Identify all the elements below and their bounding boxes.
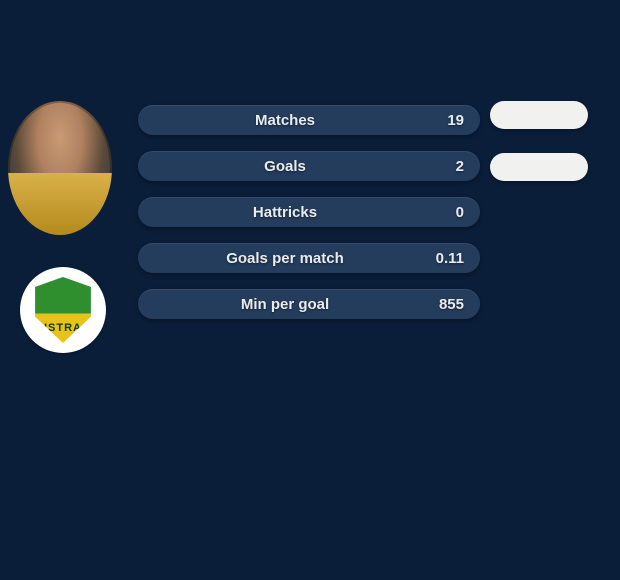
player-left-column: ISTRA [8, 101, 120, 353]
player-avatar [8, 101, 112, 235]
player-right-column [490, 101, 610, 205]
stat-label: Matches [154, 112, 416, 129]
club-badge-text: ISTRA [32, 277, 94, 343]
stat-label: Goals [154, 158, 416, 175]
stat-row: Goals per match0.11 [138, 243, 480, 273]
player-right-placeholder [490, 153, 588, 181]
stat-value: 855 [416, 296, 464, 313]
stat-value: 19 [416, 112, 464, 129]
stat-row: Hattricks0 [138, 197, 480, 227]
stat-label: Hattricks [154, 204, 416, 221]
club-badge: ISTRA [20, 267, 106, 353]
stat-label: Goals per match [154, 250, 416, 267]
stat-value: 0.11 [416, 250, 464, 267]
stat-label: Min per goal [154, 296, 416, 313]
player-right-placeholder [490, 101, 588, 129]
comparison-panel: ISTRA Matches19 Goals2 Hattricks0 Goals per… [0, 107, 620, 367]
stat-row: Min per goal855 [138, 289, 480, 319]
stat-row: Matches19 [138, 105, 480, 135]
stat-value: 2 [416, 158, 464, 175]
stat-row: Goals2 [138, 151, 480, 181]
stat-value: 0 [416, 204, 464, 221]
stat-rows: Matches19 Goals2 Hattricks0 Goals per match… [138, 105, 480, 335]
